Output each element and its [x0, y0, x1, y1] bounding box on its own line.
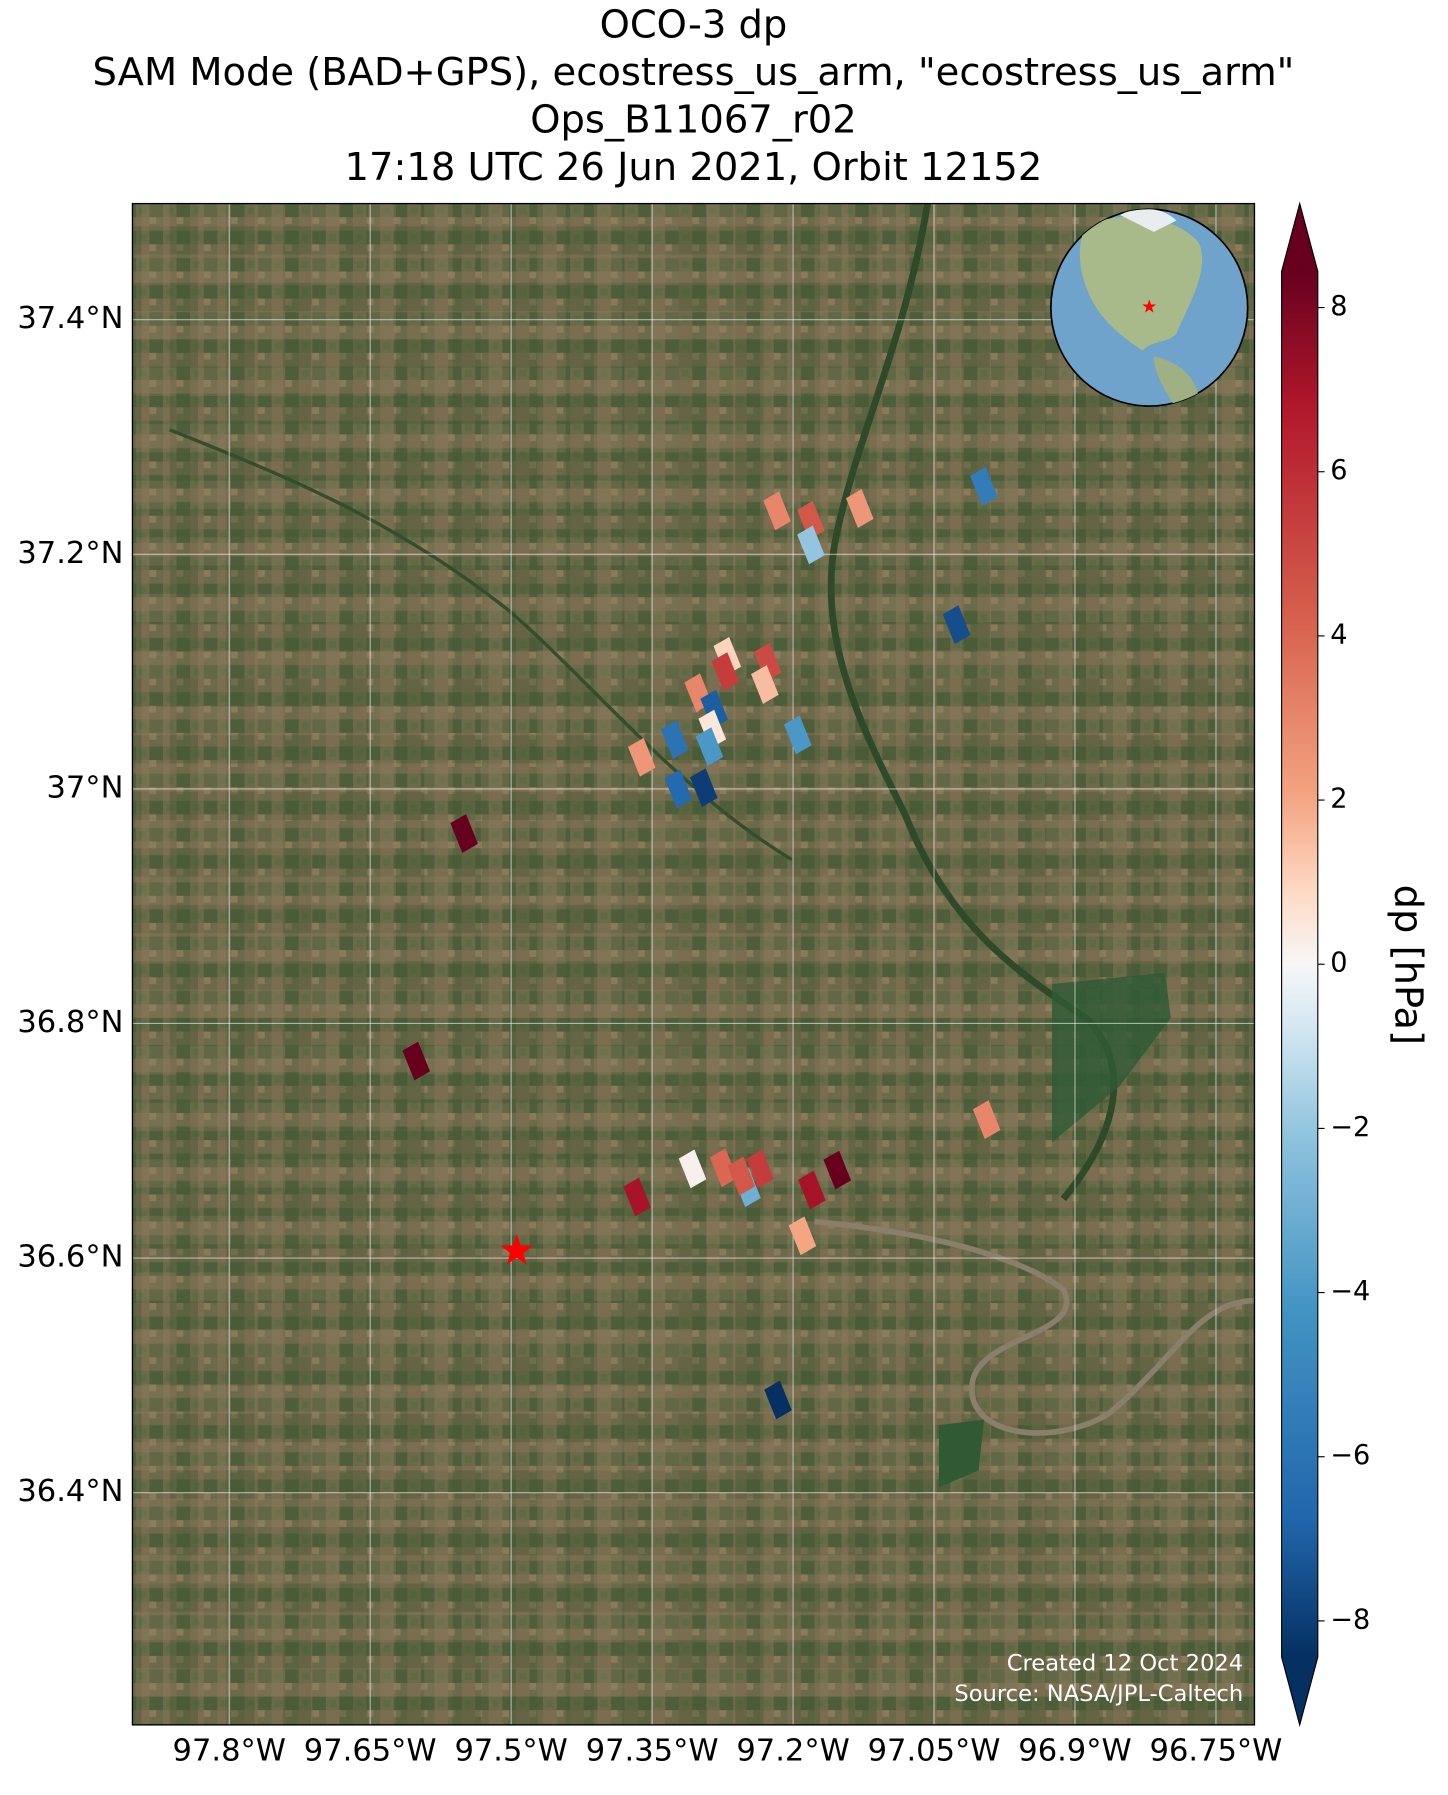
colorbar-tick-label: −8: [1330, 1604, 1370, 1635]
sounding: [845, 489, 874, 528]
sounding: [627, 737, 656, 777]
sounding: [942, 605, 971, 645]
map-area: [132, 203, 1255, 1725]
map-frame: [131, 202, 1256, 1726]
globe-ice: [1119, 209, 1177, 232]
colorbar-tick-label: 6: [1330, 455, 1347, 486]
sounding: [690, 768, 718, 808]
x-tick-label: 97.5°W: [454, 1734, 567, 1769]
imagery: [132, 203, 1255, 1725]
credit: Created 12 Oct 2024: [1007, 1650, 1243, 1676]
sounding: [700, 689, 728, 729]
sounding: [695, 727, 724, 767]
colorbar-tick-label: −6: [1330, 1440, 1370, 1471]
y-tick-label: 36.8°N: [17, 1005, 123, 1040]
x-tick-label: 97.2°W: [736, 1734, 849, 1769]
x-tick-label: 96.9°W: [1018, 1734, 1131, 1769]
x-tick-label: 97.65°W: [304, 1734, 437, 1769]
sounding: [623, 1177, 651, 1217]
sounding: [709, 1148, 738, 1188]
chart-title: SAM Mode (BAD+GPS), ecostress_us_arm, "e…: [93, 50, 1295, 95]
y-tick-label: 37.4°N: [17, 301, 123, 336]
colorbar-tick-label: −2: [1330, 1112, 1370, 1143]
credit: Source: NASA/JPL-Caltech: [954, 1681, 1243, 1707]
colorbar-label: dp [hPa]: [1386, 885, 1431, 1045]
sounding: [797, 500, 825, 540]
colorbar-extend: [1281, 203, 1318, 272]
sounding: [664, 769, 693, 809]
sounding: [402, 1041, 431, 1081]
y-tick-label: 36.4°N: [17, 1474, 123, 1509]
sounding: [798, 1170, 826, 1210]
sounding: [698, 709, 727, 749]
sounding: [972, 1100, 1001, 1140]
x-tick-label: 97.35°W: [586, 1734, 719, 1769]
y-tick-label: 37.2°N: [17, 536, 123, 571]
sounding: [823, 1150, 852, 1190]
river: [814, 1218, 1255, 1436]
colorbar-tick-label: 4: [1330, 619, 1347, 650]
sounding: [970, 466, 998, 506]
chart-title: OCO-3 dp: [600, 3, 788, 48]
lake: [938, 1419, 985, 1488]
globe-land: [1153, 356, 1199, 407]
sounding: [711, 652, 740, 691]
sounding: [678, 1149, 707, 1189]
colorbar: [1281, 271, 1318, 1658]
river: [169, 428, 793, 862]
sounding: [746, 1149, 774, 1189]
sounding: [783, 715, 812, 755]
globe-site-star: ★: [1141, 297, 1157, 318]
sounding: [797, 525, 825, 565]
sounding: [764, 1380, 792, 1420]
site-marker: [500, 1233, 533, 1265]
y-tick-label: 36.6°N: [17, 1240, 123, 1275]
lake: [1052, 972, 1171, 1143]
sounding: [753, 642, 782, 682]
x-tick-label: 97.8°W: [173, 1734, 286, 1769]
y-tick-label: 37°N: [46, 770, 123, 805]
x-tick-label: 97.05°W: [868, 1734, 1001, 1769]
colorbar-tick-label: 2: [1330, 784, 1347, 815]
x-tick-label: 96.75°W: [1150, 1734, 1283, 1769]
globe-land: [1079, 216, 1203, 351]
sounding: [450, 814, 478, 853]
sounding: [660, 720, 689, 759]
colorbar-tick-label: 0: [1330, 948, 1347, 979]
chart-title: 17:18 UTC 26 Jun 2021, Orbit 12152: [345, 145, 1043, 190]
colorbar-extend: [1281, 1657, 1318, 1725]
sounding: [763, 491, 791, 531]
chart-title: Ops_B11067_r02: [530, 98, 856, 143]
sounding: [727, 1156, 756, 1196]
colorbar-tick-label: 8: [1330, 291, 1347, 322]
colorbar-frame: [1281, 201, 1319, 1728]
sounding: [788, 1216, 817, 1256]
inset-globe: ★: [1050, 208, 1249, 407]
colorbar-tick-label: −4: [1330, 1276, 1370, 1307]
sounding: [751, 665, 779, 704]
